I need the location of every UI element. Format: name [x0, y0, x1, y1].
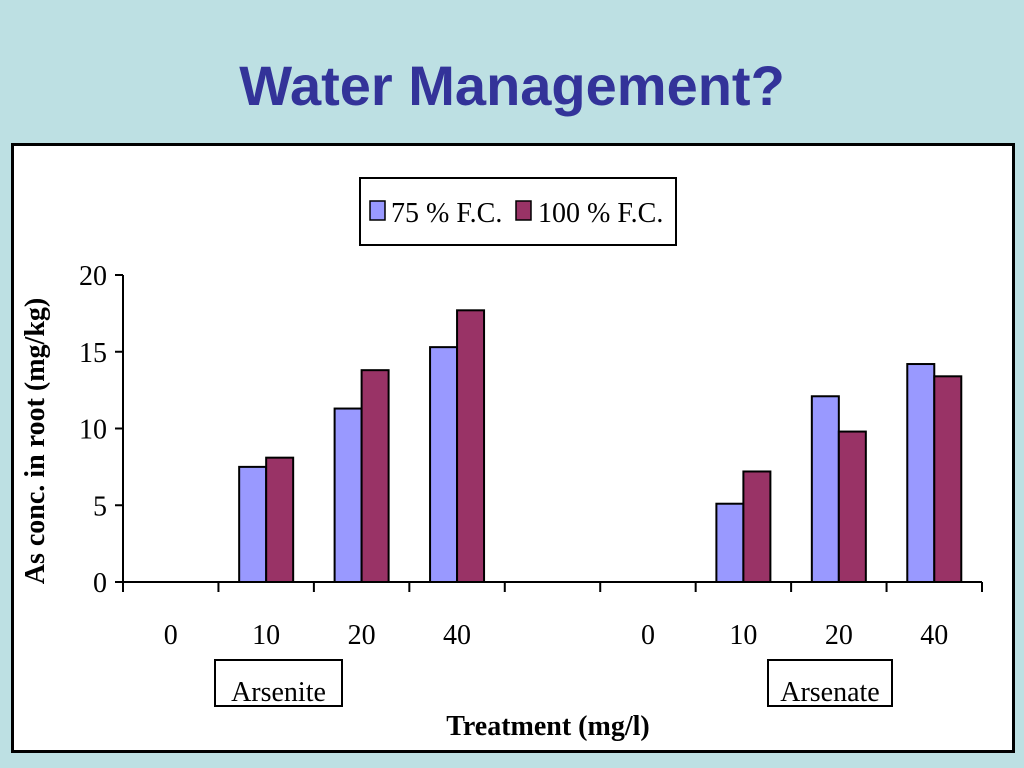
- group-label-box: [214, 659, 343, 707]
- bar-fc75-6: [810, 395, 840, 584]
- bar-fc75-5: [715, 502, 745, 583]
- x-tick-label: 40: [443, 620, 471, 651]
- bar-fc100-7: [933, 375, 963, 583]
- x-tick-label: 10: [729, 620, 757, 651]
- bar-fc100-2: [360, 369, 390, 584]
- legend-swatch-fc75: [369, 200, 386, 221]
- bar-fc75-3: [429, 346, 459, 583]
- bar-fc100-5: [742, 470, 772, 584]
- y-tick-label: 5: [93, 491, 107, 522]
- axes: [115, 274, 983, 592]
- bars: [238, 309, 963, 584]
- x-tick-label: 10: [252, 620, 280, 651]
- group-label-box: [767, 659, 893, 707]
- bar-fc100-6: [837, 430, 867, 583]
- bar-fc100-3: [456, 309, 486, 583]
- x-tick-label: 20: [825, 620, 853, 651]
- group-label-arsenate: Arsenate: [780, 677, 880, 708]
- y-tick-label: 20: [79, 261, 107, 292]
- x-tick-label: 0: [164, 620, 178, 651]
- y-tick-label: 15: [79, 338, 107, 369]
- bar-fc75-7: [906, 363, 936, 583]
- slide-title: Water Management?: [239, 54, 785, 117]
- x-axis-title: Treatment (mg/l): [446, 711, 649, 742]
- legend-label-fc100: 100 % F.C.: [538, 198, 663, 229]
- legend-swatch-fc100: [515, 200, 532, 221]
- x-tick-label: 0: [641, 620, 655, 651]
- bar-fc100-1: [265, 456, 295, 584]
- labels: 0 10 20 40 0 10 20 40 0 5 10 15 20 Arsenite Arsenate Tr…: [20, 261, 948, 742]
- y-axis-title: As conc. in root (mg/kg): [20, 298, 51, 584]
- y-tick-label: 10: [79, 415, 107, 446]
- legend-label-fc75: 75 % F.C.: [391, 198, 502, 229]
- x-tick-label: 40: [920, 620, 948, 651]
- y-tick-label: 0: [93, 568, 107, 599]
- group-label-arsenite: Arsenite: [231, 677, 326, 708]
- chart-legend: 75 % F.C. 100 % F.C.: [359, 177, 677, 246]
- bar-fc75-1: [238, 465, 268, 583]
- x-tick-label: 20: [348, 620, 376, 651]
- bar-fc75-2: [333, 407, 363, 584]
